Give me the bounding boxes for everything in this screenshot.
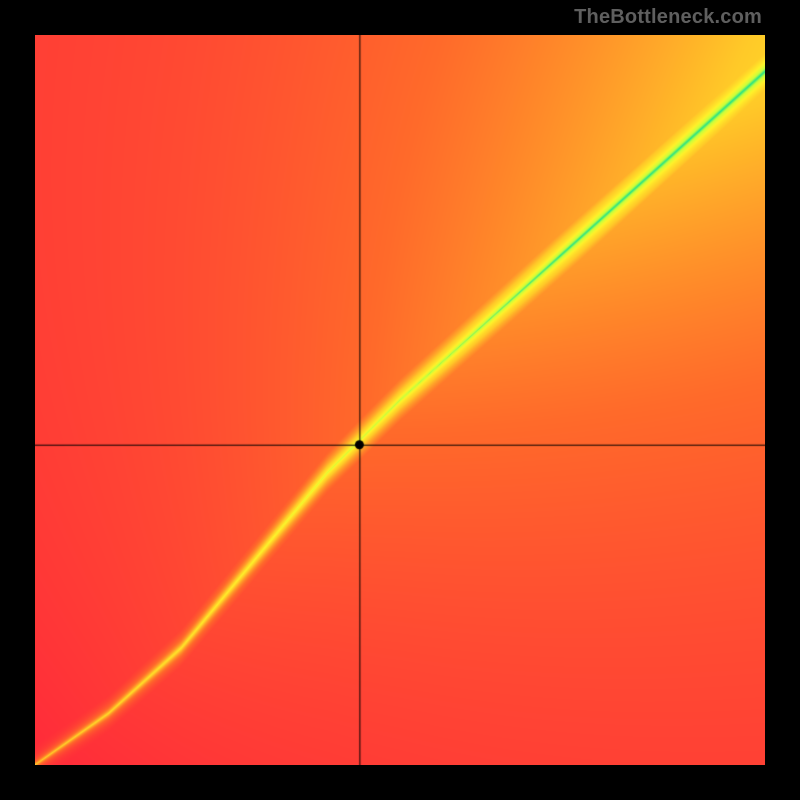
chart-container: TheBottleneck.com [0,0,800,800]
heatmap-canvas [35,35,765,765]
watermark-text: TheBottleneck.com [574,6,762,29]
heatmap-plot [35,35,765,765]
